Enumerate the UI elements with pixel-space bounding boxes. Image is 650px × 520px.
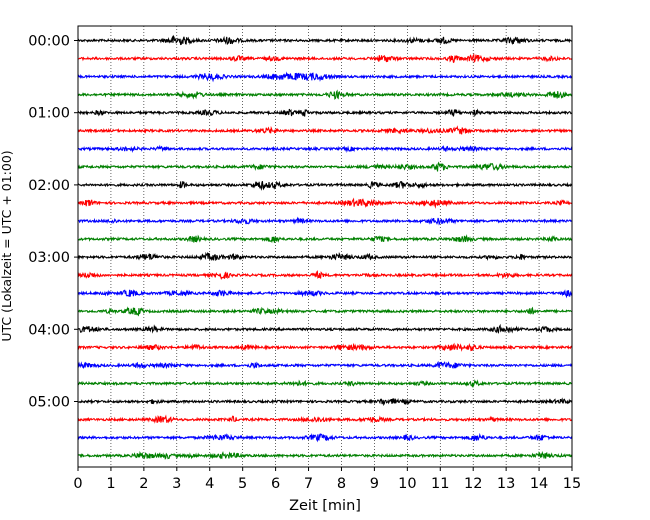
- trace-line: [77, 144, 573, 153]
- trace-line: [77, 161, 573, 172]
- x-tick-label: 3: [172, 476, 181, 492]
- x-tick-label: 10: [398, 476, 416, 492]
- y-axis-label: UTC (Lokalzeit = UTC + 01:00): [0, 150, 14, 341]
- x-tick-label: 11: [431, 476, 449, 492]
- trace-line: [77, 108, 573, 118]
- trace-line: [77, 125, 573, 135]
- x-axis-label: Zeit [min]: [289, 498, 361, 514]
- x-axis-ticks: 0 1 2 3 4 5 6 7 8 9 10 11 12 13 14 15: [73, 467, 581, 492]
- x-tick-label: 8: [337, 476, 346, 492]
- trace-line: [77, 379, 573, 389]
- y-tick-label: 03:00: [28, 250, 70, 266]
- trace-line: [77, 53, 573, 64]
- trace-line: [77, 289, 573, 299]
- trace-line: [77, 360, 573, 370]
- x-tick-label: 12: [464, 476, 482, 492]
- y-tick-label: 01:00: [28, 106, 70, 122]
- trace-line: [77, 34, 573, 46]
- trace-line: [77, 323, 573, 334]
- x-tick-label: 9: [370, 476, 379, 492]
- trace-line: [77, 234, 573, 244]
- plot-frame: [77, 25, 573, 468]
- y-tick-label: 05:00: [28, 395, 70, 411]
- trace-line: [77, 180, 573, 191]
- trace-line: [77, 306, 573, 317]
- traces: [77, 34, 573, 460]
- trace-line: [77, 197, 573, 209]
- y-tick-label: 00:00: [28, 34, 70, 50]
- y-axis-ticks: 00:00 01:00 02:00 03:00 04:00 05:00: [28, 34, 78, 411]
- trace-line: [77, 342, 573, 352]
- x-tick-label: 1: [106, 476, 115, 492]
- x-tick-label: 7: [304, 476, 313, 492]
- trace-line: [77, 216, 573, 226]
- y-tick-label: 04:00: [28, 322, 70, 338]
- x-tick-label: 2: [139, 476, 148, 492]
- trace-line: [77, 450, 573, 460]
- trace-line: [77, 251, 573, 262]
- trace-line: [77, 270, 573, 281]
- y-tick-label: 02:00: [28, 178, 70, 194]
- trace-line: [77, 414, 573, 424]
- x-tick-label: 6: [271, 476, 280, 492]
- x-tick-label: 4: [205, 476, 214, 492]
- trace-line: [77, 71, 573, 83]
- x-tick-label: 14: [530, 476, 548, 492]
- x-tick-label: 0: [73, 476, 82, 492]
- x-tick-label: 13: [497, 476, 515, 492]
- x-tick-label: 5: [238, 476, 247, 492]
- trace-line: [77, 432, 573, 443]
- x-tick-label: 15: [563, 476, 581, 492]
- trace-line: [77, 397, 573, 406]
- trace-line: [77, 89, 573, 100]
